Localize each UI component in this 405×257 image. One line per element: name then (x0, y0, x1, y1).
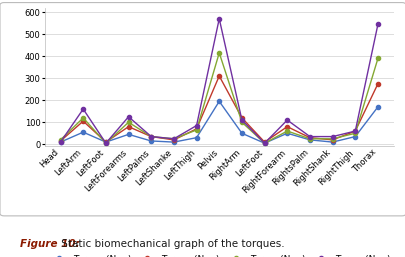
Torque (N.m) (171, 141, 176, 144)
Torque(N.m) (194, 124, 198, 127)
Torque (N.m) (239, 116, 244, 120)
Torque(N.m) (329, 137, 334, 140)
Torque (N.m) (262, 142, 266, 145)
Line: Torque(N.m): Torque(N.m) (58, 51, 379, 145)
Torque (N.m) (375, 105, 379, 108)
Torque (N.m) (284, 125, 289, 128)
Line: Torque (N.m): Torque (N.m) (58, 99, 379, 145)
Torque (N.m) (329, 141, 334, 144)
Line: Torque (N.m): Torque (N.m) (58, 74, 379, 144)
Torque(N.m) (284, 118, 289, 122)
Torque(N.m) (352, 132, 357, 135)
Torque (N.m) (81, 120, 85, 123)
Torque (N.m) (103, 141, 108, 144)
Torque (N.m) (58, 141, 63, 144)
Torque (N.m) (126, 133, 131, 136)
Torque (N.m) (148, 140, 153, 143)
Torque(N.m) (194, 128, 198, 132)
Text: Static biomechanical graph of the torques.: Static biomechanical graph of the torque… (58, 239, 284, 249)
Torque (N.m) (81, 131, 85, 134)
Torque(N.m) (284, 130, 289, 133)
Torque (N.m) (352, 130, 357, 133)
Torque (N.m) (239, 132, 244, 135)
Torque(N.m) (171, 137, 176, 140)
Torque (N.m) (216, 75, 221, 78)
Legend: Torque (N.m), Torque (N.m), Torque(N.m), Torque(N.m): Torque (N.m), Torque (N.m), Torque(N.m),… (44, 251, 393, 257)
Torque (N.m) (194, 136, 198, 139)
Torque(N.m) (329, 135, 334, 138)
Torque(N.m) (103, 142, 108, 145)
Torque (N.m) (352, 135, 357, 138)
Torque (N.m) (194, 127, 198, 130)
Torque (N.m) (216, 100, 221, 103)
Torque (N.m) (307, 138, 311, 141)
Torque(N.m) (216, 17, 221, 20)
Torque(N.m) (375, 57, 379, 60)
Torque(N.m) (216, 51, 221, 54)
Line: Torque(N.m): Torque(N.m) (58, 17, 379, 145)
Torque (N.m) (284, 132, 289, 135)
Torque(N.m) (58, 138, 63, 141)
Torque(N.m) (81, 107, 85, 111)
Torque(N.m) (126, 121, 131, 124)
Torque(N.m) (239, 121, 244, 124)
Torque (N.m) (103, 141, 108, 144)
Torque (N.m) (171, 138, 176, 141)
Torque(N.m) (148, 135, 153, 138)
Torque(N.m) (103, 142, 108, 145)
Torque(N.m) (262, 142, 266, 145)
Torque(N.m) (171, 137, 176, 140)
Torque (N.m) (126, 125, 131, 128)
Torque(N.m) (81, 116, 85, 120)
Torque(N.m) (239, 118, 244, 122)
Text: Figure 10:: Figure 10: (20, 239, 80, 249)
Torque(N.m) (58, 141, 63, 144)
Torque (N.m) (307, 136, 311, 139)
Torque(N.m) (307, 135, 311, 138)
Torque (N.m) (329, 138, 334, 141)
Torque (N.m) (262, 141, 266, 144)
Torque(N.m) (375, 23, 379, 26)
Torque(N.m) (307, 137, 311, 140)
Torque(N.m) (352, 130, 357, 133)
Torque (N.m) (58, 140, 63, 143)
Torque (N.m) (148, 135, 153, 138)
Torque(N.m) (262, 142, 266, 145)
Torque (N.m) (375, 82, 379, 85)
Torque(N.m) (148, 135, 153, 138)
Torque(N.m) (126, 115, 131, 118)
